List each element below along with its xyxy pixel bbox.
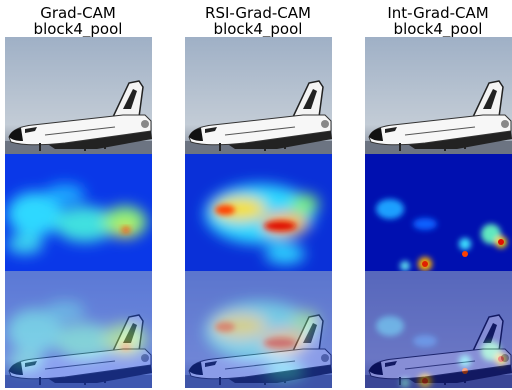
input-image [365,37,512,154]
input-image [185,37,332,154]
column-subtitle: block4_pool [34,20,123,39]
column-title: Int-Grad-CAM [387,4,488,22]
heatmap [185,154,332,271]
overlay [365,271,512,388]
heatmap [5,154,152,271]
column-subtitle: block4_pool [394,20,483,39]
heatmap [365,154,512,271]
column-subtitle: block4_pool [214,20,303,39]
overlay [5,271,152,388]
column-title: RSI-Grad-CAM [205,4,311,22]
input-image [5,37,152,154]
column-title: Grad-CAM [40,4,116,22]
overlay [185,271,332,388]
